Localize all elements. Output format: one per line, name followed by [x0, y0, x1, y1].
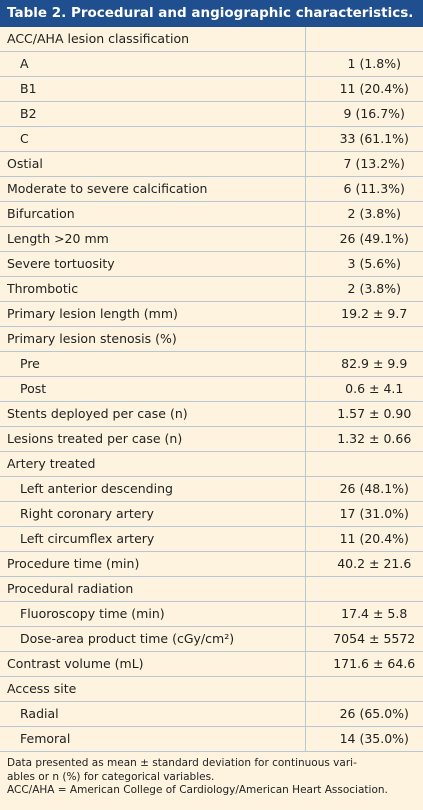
table-row: Fluoroscopy time (min) 17.4 ± 5.8 — [0, 601, 423, 627]
footnote-line: ACC/AHA = American College of Cardiology… — [7, 784, 388, 796]
table-row: Post 0.6 ± 4.1 — [0, 376, 423, 402]
row-value: 11 (20.4%) — [305, 76, 423, 102]
row-label: Post — [0, 376, 306, 402]
table-row: Access site — [0, 676, 423, 702]
row-value: 19.2 ± 9.7 — [305, 301, 423, 327]
row-value: 3 (5.6%) — [305, 251, 423, 277]
row-label: Dose-area product time (cGy/cm²) — [0, 626, 306, 652]
row-label: Primary lesion stenosis (%) — [0, 326, 306, 352]
row-value — [305, 27, 423, 52]
table-row: Lesions treated per case (n) 1.32 ± 0.66 — [0, 426, 423, 452]
table-row: Left anterior descending 26 (48.1%) — [0, 476, 423, 502]
table-row: Procedure time (min) 40.2 ± 21.6 — [0, 551, 423, 577]
footnote-line: ables or n (%) for categorical variables… — [7, 770, 215, 783]
footnote-line: Data presented as mean ± standard deviat… — [7, 757, 357, 769]
row-value — [305, 451, 423, 477]
table-row: B1 11 (20.4%) — [0, 76, 423, 102]
row-label: Access site — [0, 676, 306, 702]
table-row: Primary lesion stenosis (%) — [0, 326, 423, 352]
row-label: Length >20 mm — [0, 226, 306, 252]
row-label: Pre — [0, 351, 306, 377]
row-label: C — [0, 126, 306, 152]
table-row: B2 9 (16.7%) — [0, 101, 423, 127]
table-row: C 33 (61.1%) — [0, 126, 423, 152]
row-label: Thrombotic — [0, 276, 306, 302]
row-label: Femoral — [0, 726, 306, 752]
row-value: 26 (49.1%) — [305, 226, 423, 252]
row-label: Radial — [0, 701, 306, 727]
row-label: Procedure time (min) — [0, 551, 306, 577]
row-label: Bifurcation — [0, 201, 306, 227]
table-row: ACC/AHA lesion classification — [0, 27, 423, 52]
table-row: Primary lesion length (mm) 19.2 ± 9.7 — [0, 301, 423, 327]
row-label: Moderate to severe calcification — [0, 176, 306, 202]
row-value — [305, 326, 423, 352]
table-row: Right coronary artery 17 (31.0%) — [0, 501, 423, 527]
row-value: 26 (65.0%) — [305, 701, 423, 727]
row-value: 26 (48.1%) — [305, 476, 423, 502]
table-row: Bifurcation 2 (3.8%) — [0, 201, 423, 227]
characteristics-table: ACC/AHA lesion classification A 1 (1.8%) B1… — [0, 27, 423, 752]
row-label: Procedural radiation — [0, 576, 306, 602]
row-value: 171.6 ± 64.6 — [305, 651, 423, 677]
row-value: 2 (3.8%) — [305, 276, 423, 302]
table-row: Thrombotic 2 (3.8%) — [0, 276, 423, 302]
row-value: 0.6 ± 4.1 — [305, 376, 423, 402]
row-label: Fluoroscopy time (min) — [0, 601, 306, 627]
row-label: Left anterior descending — [0, 476, 306, 502]
row-value: 7054 ± 5572 — [305, 626, 423, 652]
row-label: Artery treated — [0, 451, 306, 477]
row-label: B2 — [0, 101, 306, 127]
table-row: Dose-area product time (cGy/cm²) 7054 ± 5… — [0, 626, 423, 652]
row-label: Stents deployed per case (n) — [0, 401, 306, 427]
row-value: 40.2 ± 21.6 — [305, 551, 423, 577]
row-value: 1.57 ± 0.90 — [305, 401, 423, 427]
row-label: A — [0, 51, 306, 77]
row-label: B1 — [0, 76, 306, 102]
table-row: Stents deployed per case (n) 1.57 ± 0.90 — [0, 401, 423, 427]
table-row: Severe tortuosity 3 (5.6%) — [0, 251, 423, 277]
table-row: Moderate to severe calcification 6 (11.3%… — [0, 176, 423, 202]
table-row: Pre 82.9 ± 9.9 — [0, 351, 423, 377]
row-label: Primary lesion length (mm) — [0, 301, 306, 327]
table-row: Radial 26 (65.0%) — [0, 701, 423, 727]
table-row: Femoral 14 (35.0%) — [0, 726, 423, 752]
row-value — [305, 676, 423, 702]
row-value: 6 (11.3%) — [305, 176, 423, 202]
table-row: Artery treated — [0, 451, 423, 477]
row-value: 1.32 ± 0.66 — [305, 426, 423, 452]
table-row: Left circumflex artery 11 (20.4%) — [0, 526, 423, 552]
row-value: 33 (61.1%) — [305, 126, 423, 152]
row-value: 1 (1.8%) — [305, 51, 423, 77]
table-body: ACC/AHA lesion classification A 1 (1.8%) B1… — [0, 27, 423, 752]
row-label: Ostial — [0, 151, 306, 177]
table-row: Procedural radiation — [0, 576, 423, 602]
row-value: 17.4 ± 5.8 — [305, 601, 423, 627]
row-value — [305, 576, 423, 602]
row-label: Contrast volume (mL) — [0, 651, 306, 677]
row-label: Left circumflex artery — [0, 526, 306, 552]
row-value: 82.9 ± 9.9 — [305, 351, 423, 377]
table-row: Length >20 mm 26 (49.1%) — [0, 226, 423, 252]
row-value: 7 (13.2%) — [305, 151, 423, 177]
table-footnote: Data presented as mean ± standard deviat… — [0, 752, 423, 798]
row-label: Severe tortuosity — [0, 251, 306, 277]
row-value: 2 (3.8%) — [305, 201, 423, 227]
table-row: Contrast volume (mL) 171.6 ± 64.6 — [0, 651, 423, 677]
row-label: ACC/AHA lesion classification — [0, 27, 306, 52]
row-label: Lesions treated per case (n) — [0, 426, 306, 452]
row-value: 14 (35.0%) — [305, 726, 423, 752]
row-value: 9 (16.7%) — [305, 101, 423, 127]
table-row: Ostial 7 (13.2%) — [0, 151, 423, 177]
row-value: 11 (20.4%) — [305, 526, 423, 552]
table-title: Table 2. Procedural and angiographic cha… — [0, 0, 423, 27]
row-label: Right coronary artery — [0, 501, 306, 527]
row-value: 17 (31.0%) — [305, 501, 423, 527]
